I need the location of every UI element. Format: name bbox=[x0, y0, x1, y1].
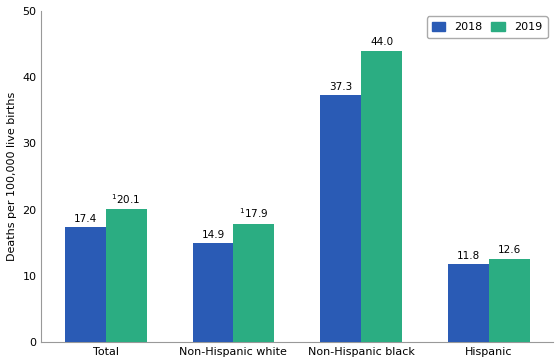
Legend: 2018, 2019: 2018, 2019 bbox=[427, 16, 548, 38]
Y-axis label: Deaths per 100,000 live births: Deaths per 100,000 live births bbox=[7, 92, 17, 261]
Text: $^1$17.9: $^1$17.9 bbox=[239, 206, 269, 220]
Text: 12.6: 12.6 bbox=[498, 245, 521, 256]
Text: 14.9: 14.9 bbox=[202, 230, 225, 240]
Text: 11.8: 11.8 bbox=[457, 251, 480, 261]
Text: 17.4: 17.4 bbox=[73, 214, 97, 223]
Text: 37.3: 37.3 bbox=[329, 82, 352, 92]
Bar bbox=[106, 209, 147, 342]
Bar bbox=[320, 95, 361, 342]
Text: 44.0: 44.0 bbox=[370, 37, 393, 47]
Bar bbox=[489, 259, 530, 342]
Bar bbox=[361, 51, 402, 342]
Bar bbox=[234, 223, 274, 342]
Bar bbox=[193, 244, 234, 342]
Text: $^1$20.1: $^1$20.1 bbox=[111, 192, 141, 206]
Bar bbox=[65, 227, 106, 342]
Bar bbox=[448, 264, 489, 342]
